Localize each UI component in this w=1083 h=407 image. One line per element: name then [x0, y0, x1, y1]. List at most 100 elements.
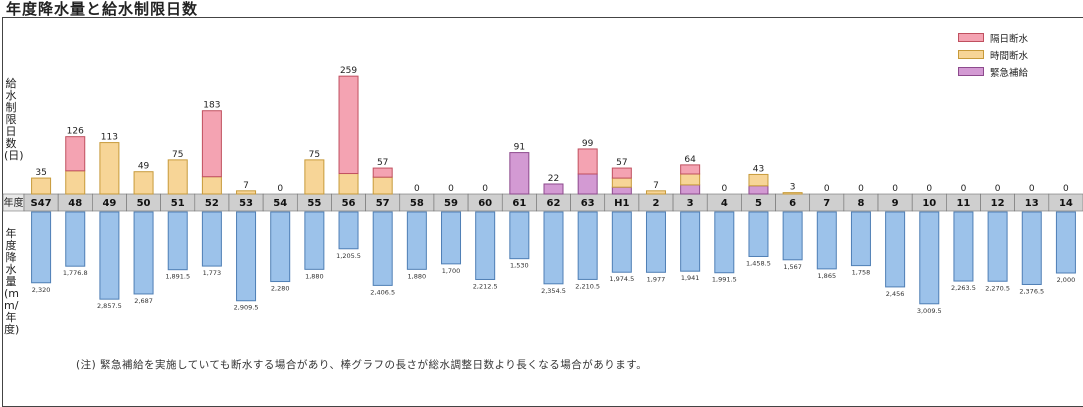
precipitation-value-label: 1,974.5	[609, 275, 634, 283]
precipitation-value-label: 2,909.5	[234, 304, 259, 312]
precipitation-bar	[680, 211, 701, 272]
precipitation-bar	[885, 211, 906, 288]
precipitation-bar	[577, 211, 598, 280]
precipitation-value-label: 2,270.5	[985, 284, 1010, 292]
year-label: 10	[922, 198, 936, 209]
year-label: 8	[857, 198, 864, 209]
restriction-bar-segment	[372, 167, 393, 178]
restriction-total-label: 183	[203, 101, 220, 111]
year-label: 60	[478, 198, 492, 209]
precipitation-value-label: 3,009.5	[917, 307, 942, 315]
restriction-total-label: 75	[172, 150, 183, 160]
restriction-bar-segment	[236, 190, 257, 195]
restriction-bar-segment	[99, 142, 120, 195]
year-label: 4	[721, 198, 728, 209]
axis-label: 年度	[4, 196, 24, 209]
precipitation-bar	[65, 211, 86, 267]
precipitation-value-label: 1,776.8	[63, 269, 88, 277]
precipitation-value-label: 1,891.5	[165, 273, 190, 281]
year-label: S47	[31, 198, 52, 209]
restriction-bar-segment	[65, 170, 86, 195]
restriction-bar-segment	[645, 190, 666, 195]
restriction-total-label: 0	[926, 184, 932, 194]
year-label: 63	[581, 198, 595, 209]
restriction-bar-segment	[338, 173, 359, 195]
restriction-total-label: 7	[653, 181, 659, 191]
restriction-bar-segment	[201, 110, 222, 178]
year-label: 5	[755, 198, 762, 209]
restriction-bar-segment	[577, 173, 598, 195]
restriction-bar-segment	[167, 159, 188, 195]
restriction-total-label: 126	[67, 127, 84, 137]
year-label: 62	[547, 198, 561, 209]
restriction-bar-segment	[133, 171, 154, 195]
precipitation-bar	[782, 211, 803, 261]
restriction-bar-segment	[577, 148, 598, 175]
precipitation-bar	[816, 211, 837, 270]
precipitation-bar	[31, 211, 52, 284]
restriction-bar-segment	[680, 173, 701, 186]
precipitation-value-label: 2,354.5	[541, 287, 566, 295]
precipitation-bar	[748, 211, 769, 257]
restriction-bar-segment	[680, 184, 701, 195]
restriction-total-label: 99	[582, 139, 594, 149]
restriction-total-label: 0	[1063, 184, 1069, 194]
precipitation-bar	[304, 211, 325, 270]
precipitation-bar	[133, 211, 154, 295]
precipitation-value-label: 1,880	[305, 272, 324, 280]
precipitation-bar	[99, 211, 120, 300]
precipitation-bar	[372, 211, 393, 286]
precipitation-value-label: 1,865	[817, 272, 836, 280]
precipitation-bar	[406, 211, 427, 270]
precipitation-value-label: 2,212.5	[473, 282, 498, 290]
restriction-total-label: 0	[448, 184, 454, 194]
year-label: 52	[205, 198, 219, 209]
precipitation-bar	[338, 211, 359, 250]
precipitation-value-label: 2,000	[1057, 276, 1076, 284]
restriction-bar-segment	[65, 136, 86, 172]
year-label: 14	[1059, 198, 1073, 209]
precipitation-value-label: 2,687	[134, 297, 153, 305]
legend-swatch-full-day	[958, 33, 984, 42]
restriction-bar-segment	[543, 183, 564, 195]
precipitation-value-label: 2,456	[886, 290, 905, 298]
precipitation-value-label: 2,320	[32, 286, 51, 294]
restriction-bar-segment	[748, 173, 769, 187]
precipitation-bar	[611, 211, 632, 273]
restriction-total-label: 64	[684, 155, 696, 165]
precipitation-value-label: 1,758	[852, 269, 871, 277]
restriction-total-label: 7	[243, 181, 249, 191]
precipitation-value-label: 1,941	[681, 274, 700, 282]
year-label: 58	[410, 198, 424, 209]
year-label: 51	[171, 198, 185, 209]
restriction-total-label: 0	[824, 184, 830, 194]
legend-item-hourly: 時間断水	[958, 46, 1028, 63]
restriction-bar-segment	[372, 176, 393, 195]
legend-item-emergency: 緊急補給	[958, 63, 1028, 80]
restriction-total-label: 0	[414, 184, 420, 194]
year-label: 6	[789, 198, 796, 209]
year-label: H1	[614, 198, 629, 209]
precipitation-value-label: 1,567	[783, 263, 802, 271]
precipitation-bar	[509, 211, 530, 260]
precipitation-bar	[236, 211, 257, 302]
precipitation-bar	[201, 211, 222, 267]
precipitation-bar	[1021, 211, 1042, 285]
chart-svg: 年度 S47352,320481261,776.8491132,857.55049…	[2, 66, 1083, 315]
year-label: 9	[892, 198, 899, 209]
restriction-total-label: 0	[277, 184, 283, 194]
restriction-bar-segment	[304, 159, 325, 195]
year-label: 3	[687, 198, 694, 209]
precipitation-value-label: 1,773	[203, 269, 222, 277]
restriction-bar-segment	[611, 177, 632, 188]
legend-swatch-emergency	[958, 67, 984, 76]
year-label: 48	[68, 198, 82, 209]
precipitation-value-label: 1,880	[408, 272, 427, 280]
restriction-bar-segment	[748, 185, 769, 195]
legend-item-full-day: 隔日断水	[958, 29, 1028, 46]
restriction-total-label: 0	[892, 184, 898, 194]
year-label: 2	[652, 198, 659, 209]
precipitation-value-label: 2,210.5	[575, 282, 600, 290]
restriction-total-label: 0	[858, 184, 864, 194]
precipitation-value-label: 1,700	[442, 267, 461, 275]
